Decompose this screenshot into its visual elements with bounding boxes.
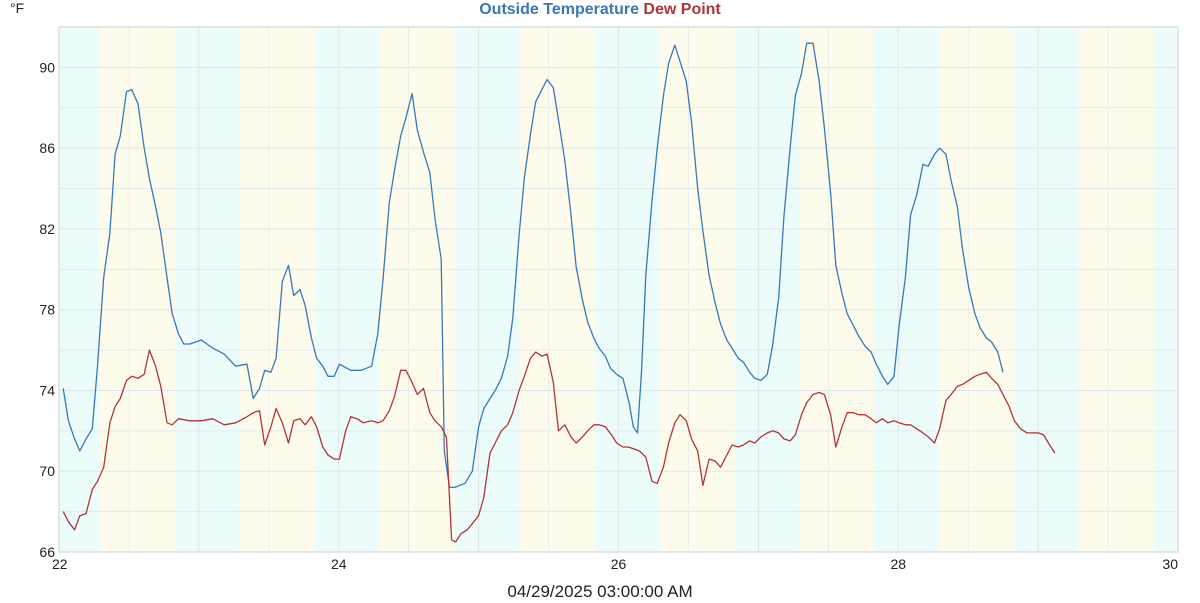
band-night xyxy=(1154,27,1178,552)
y-tick-label: 70 xyxy=(39,463,55,479)
band-night xyxy=(59,27,100,552)
x-tick-label: 30 xyxy=(1162,556,1178,572)
band-day xyxy=(798,27,875,552)
legend-temperature[interactable]: Outside Temperature xyxy=(479,1,639,18)
x-tick-label: 28 xyxy=(890,556,906,572)
band-day xyxy=(239,27,315,552)
x-tick-label: 22 xyxy=(52,556,68,572)
y-axis-unit: °F xyxy=(10,0,25,16)
band-day xyxy=(1078,27,1155,552)
y-tick-label: 78 xyxy=(39,302,55,318)
plot-frame xyxy=(58,26,1179,553)
band-day xyxy=(99,27,176,552)
band-day xyxy=(659,27,735,552)
y-tick-label: 86 xyxy=(39,140,55,156)
band-night xyxy=(1014,27,1079,552)
y-tick-label: 74 xyxy=(39,382,55,398)
band-day xyxy=(938,27,1015,552)
band-day xyxy=(519,27,595,552)
band-day xyxy=(379,27,455,552)
band-night xyxy=(314,27,380,552)
band-night xyxy=(734,27,799,552)
band-night xyxy=(175,27,240,552)
temperature-series-line[interactable] xyxy=(62,42,1004,489)
legend-dewpoint[interactable]: Dew Point xyxy=(643,1,721,18)
band-night xyxy=(454,27,520,552)
dewpoint-series-line[interactable] xyxy=(62,349,1056,543)
x-tick-label: 26 xyxy=(611,556,627,572)
y-tick-label: 82 xyxy=(39,221,55,237)
chart-legend-title: Outside Temperature Dew Point xyxy=(0,0,1200,20)
timestamp-label: 04/29/2025 03:00:00 AM xyxy=(507,582,693,601)
band-night xyxy=(874,27,939,552)
y-tick-label: 66 xyxy=(39,544,55,560)
y-tick-label: 90 xyxy=(39,59,55,75)
x-tick-label: 24 xyxy=(331,556,347,572)
